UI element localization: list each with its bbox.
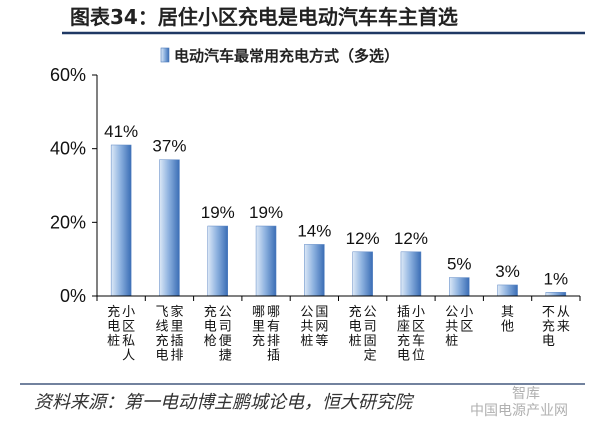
data-label: 5%: [447, 255, 472, 274]
data-label: 37%: [152, 137, 186, 156]
source-note: 资料来源：第一电动博主鹏城论电，恒大研究院: [34, 392, 415, 413]
data-label: 19%: [201, 203, 235, 222]
bar: [449, 277, 470, 297]
y-tick-label: 40%: [50, 139, 86, 159]
category-label-column: 公共桩: [300, 305, 313, 349]
category-label-column: 哪里充: [252, 305, 265, 349]
data-label: 14%: [297, 221, 331, 240]
legend-label: 电动汽车最常用充电方式（多选）: [174, 47, 399, 65]
x-axis: [96, 295, 581, 301]
category-label-column: 公司固定: [364, 305, 377, 364]
data-label: 3%: [495, 262, 520, 281]
bar: [400, 251, 422, 297]
category-labels: 小区私人充电桩家里插排飞线充电公司便捷充电枪哪有排插哪里充国网等公共桩公司固定充…: [107, 304, 570, 364]
category-label-column: 充电桩: [107, 304, 120, 349]
category-label-column: 充电桩: [349, 304, 362, 349]
y-tick-label: 20%: [50, 212, 86, 232]
bar: [207, 225, 228, 297]
category-label-column: 飞线充电: [155, 305, 168, 364]
bar: [110, 144, 132, 297]
category-label-column: 国网等: [315, 305, 328, 349]
figure-title: 图表34：居住小区充电是电动汽车车主首选: [70, 5, 458, 29]
data-label: 41%: [104, 122, 138, 141]
category-label-column: 家里插排: [170, 304, 183, 364]
data-labels: 41% 37% 19% 19% 14% 12% 12% 5% 3% 1%: [104, 122, 568, 288]
y-tick-label: 0%: [60, 286, 86, 306]
category-label-column: 公共桩: [445, 305, 458, 349]
bar-series: [110, 144, 567, 297]
data-label: 12%: [346, 229, 380, 248]
category-label-column: 哪有排插: [267, 305, 280, 364]
category-label-column: 小区私人: [122, 305, 135, 364]
category-label-column: 不充电: [542, 305, 555, 349]
legend-swatch: [160, 47, 170, 63]
category-label-column: 插座充电: [397, 305, 410, 364]
watermark-site: 中国电源产业网: [470, 403, 568, 419]
bar: [497, 284, 518, 297]
bar: [352, 251, 373, 297]
legend: 电动汽车最常用充电方式（多选）: [160, 47, 399, 65]
watermark-brand: 智库: [512, 386, 540, 402]
data-label: 1%: [544, 269, 569, 288]
category-label-column: 从来: [557, 305, 570, 335]
category-label-column: 小区: [460, 305, 473, 335]
category-label: 其他: [501, 305, 514, 335]
category-label-column: 小区车位: [412, 305, 425, 364]
data-label: 19%: [249, 203, 283, 222]
bar: [255, 225, 277, 297]
category-label-column: 充电枪: [204, 304, 217, 349]
y-tick-label: 60%: [50, 65, 86, 85]
bar: [304, 244, 325, 297]
bar: [545, 292, 567, 297]
category-label-column: 其他: [501, 305, 514, 335]
category-label-column: 公司便捷: [219, 305, 232, 364]
data-label: 12%: [394, 229, 428, 248]
y-axis: 0% 20% 40% 60%: [50, 65, 98, 306]
bar: [159, 159, 180, 297]
